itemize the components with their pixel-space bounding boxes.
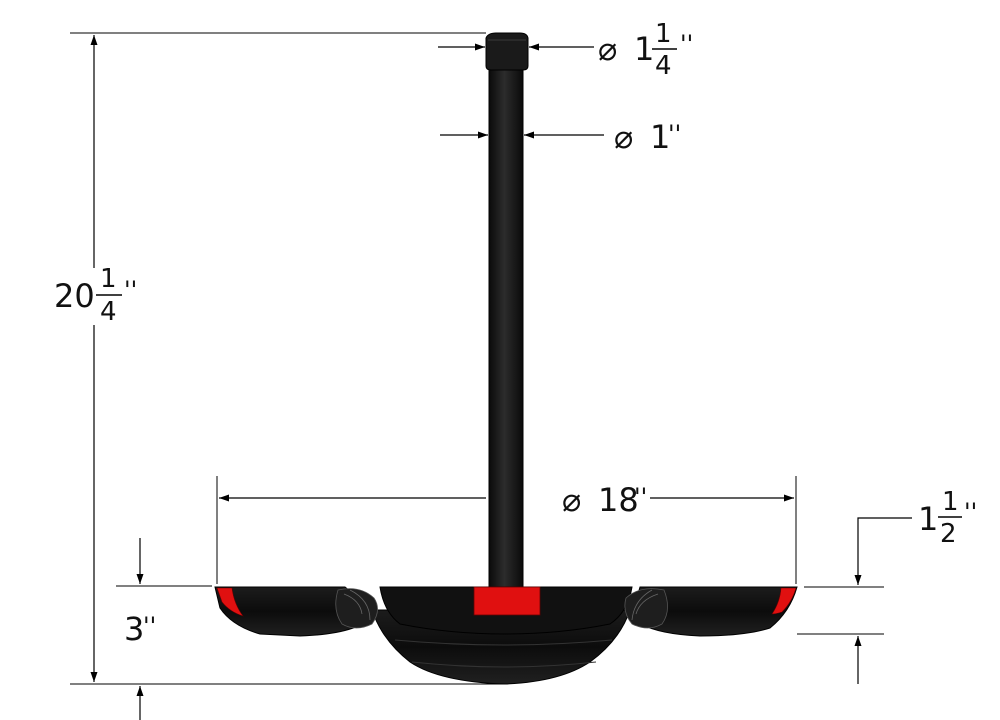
- rim-denominator: 2: [940, 519, 957, 549]
- stanchion-post: [485, 32, 529, 591]
- pole-dia-whole: 1: [650, 118, 670, 156]
- pole-dia-symbol: ⌀: [614, 118, 633, 156]
- base-dia-symbol: ⌀: [562, 481, 581, 519]
- right-joint: [624, 588, 668, 629]
- pole: [488, 61, 524, 591]
- base-dome-line: [394, 639, 613, 646]
- base-dia-whole: 18: [598, 481, 639, 519]
- dim-cap-diameter: ⌀ 1 1 4 '': [438, 19, 693, 81]
- left-joint-line: [343, 593, 363, 615]
- rim-unit: '': [964, 498, 977, 526]
- dim-total-height: 20 1 4 '': [54, 32, 505, 685]
- center-red-collar: [473, 586, 541, 616]
- pole-dia-unit: '': [668, 120, 681, 148]
- dim-base-height: 3 '': [116, 538, 212, 720]
- cap-dia-denominator: 4: [655, 51, 672, 81]
- left-red-bumper: [216, 587, 244, 617]
- base-assembly: [214, 586, 798, 685]
- rim-leader: [854, 517, 912, 585]
- dim-base-diameter: ⌀ 18 '': [216, 476, 797, 584]
- right-red-bumper: [771, 587, 797, 615]
- rim-whole: 1: [918, 500, 938, 538]
- base-dome-line-2: [411, 661, 597, 668]
- cap-dia-numerator: 1: [655, 19, 672, 49]
- dim-rim-height: 1 1 2 '': [797, 487, 977, 684]
- base-height-whole: 3: [124, 610, 144, 648]
- base-height-unit: '': [143, 612, 156, 640]
- left-joint: [335, 588, 378, 629]
- base-dia-unit: '': [634, 483, 647, 511]
- height-denominator: 4: [100, 297, 117, 327]
- height-whole: 20: [54, 277, 95, 315]
- left-joint-line-2: [349, 589, 371, 621]
- cap-dia-whole: 1: [634, 30, 654, 68]
- top-cap: [485, 32, 529, 71]
- rim-numerator: 1: [942, 487, 959, 517]
- height-numerator: 1: [100, 264, 117, 294]
- left-joint-ring: [335, 588, 378, 629]
- cap-dia-symbol: ⌀: [598, 30, 617, 68]
- cap-dia-unit: '': [680, 30, 693, 58]
- right-joint-line: [635, 593, 659, 615]
- dim-pole-diameter: ⌀ 1 '': [440, 118, 681, 156]
- right-joint-line-2: [631, 589, 653, 621]
- right-joint-ring: [624, 588, 668, 629]
- height-unit: '': [124, 276, 137, 304]
